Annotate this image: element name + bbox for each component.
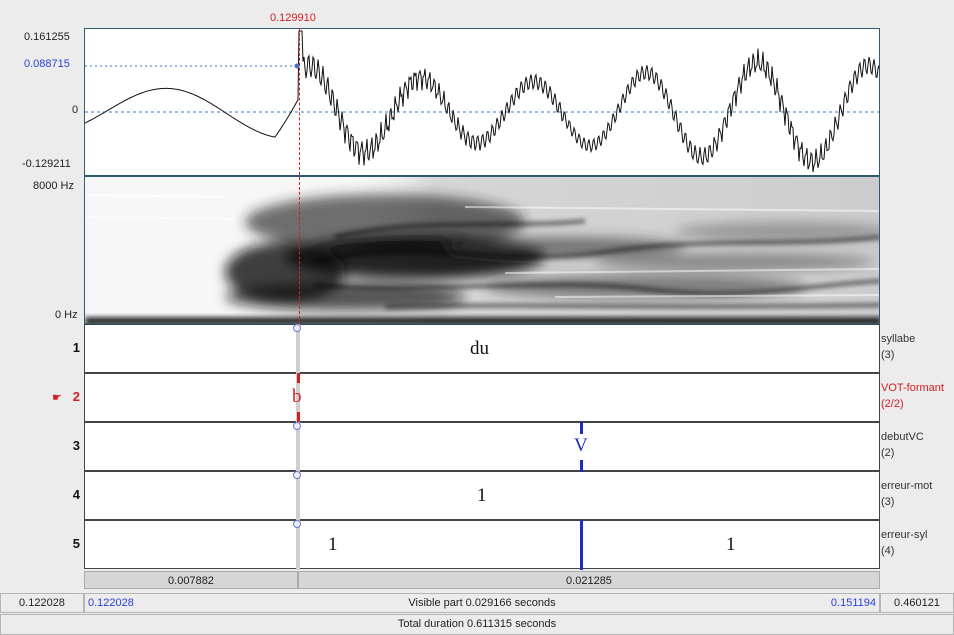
cursor-tier-boundary[interactable] bbox=[296, 324, 300, 570]
tier-1-number: 1 bbox=[72, 340, 80, 355]
tier-2[interactable] bbox=[84, 373, 880, 422]
cursor-time-label: 0.129910 bbox=[270, 12, 316, 24]
tier-4-number: 4 bbox=[72, 487, 80, 502]
tier-3-point-top[interactable] bbox=[580, 422, 583, 434]
segment-left-duration[interactable]: 0.007882 bbox=[84, 571, 298, 589]
tier-5-interval-left-text[interactable]: 1 bbox=[328, 534, 338, 555]
tier-2-name: VOT-formant (2/2) bbox=[881, 382, 944, 410]
waveform-max-label: 0.161255 bbox=[24, 31, 70, 43]
tier-4-boundary-handle[interactable] bbox=[293, 471, 301, 479]
spectrogram-image bbox=[85, 177, 879, 323]
waveform-cursor-value-label: 0.088715 bbox=[24, 58, 70, 70]
visible-part-label: Visible part 0.029166 seconds bbox=[408, 597, 556, 609]
tier-1[interactable] bbox=[84, 324, 880, 373]
spectrogram-top-label: 8000 Hz bbox=[33, 180, 74, 192]
spectrogram-bottom-label: 0 Hz bbox=[55, 309, 78, 321]
tier-3-name: debutVC (2) bbox=[881, 431, 924, 459]
cursor-value-marker bbox=[294, 63, 300, 69]
tier-1-interval-text[interactable]: du bbox=[470, 338, 489, 359]
tier-1-name: syllabe (3) bbox=[881, 333, 916, 361]
waveform-trace bbox=[85, 30, 879, 173]
waveform-panel[interactable] bbox=[84, 28, 880, 176]
tier-2-point-text[interactable]: b bbox=[292, 386, 302, 407]
tier-4-name: erreur-mot (3) bbox=[881, 480, 933, 508]
window-end-button[interactable]: 0.460121 bbox=[880, 593, 954, 613]
cursor-line[interactable] bbox=[299, 28, 300, 324]
tier-2-point-top[interactable] bbox=[297, 373, 300, 383]
tier-5-interval-boundary[interactable] bbox=[580, 520, 583, 570]
tier-3[interactable] bbox=[84, 422, 880, 471]
tier-4-interval-text[interactable]: 1 bbox=[477, 485, 487, 506]
tier-5-number: 5 bbox=[72, 536, 80, 551]
spectrogram-panel[interactable] bbox=[84, 176, 880, 324]
tier-3-point-text[interactable]: V bbox=[574, 435, 588, 456]
selected-tier-pointer-icon: ☛ bbox=[52, 392, 62, 404]
tier-3-point-bottom[interactable] bbox=[580, 460, 583, 472]
tier-3-boundary-handle[interactable] bbox=[293, 422, 301, 430]
visible-start-label: 0.122028 bbox=[88, 597, 134, 609]
waveform-min-label: -0.129211 bbox=[22, 158, 71, 170]
visible-end-label: 0.151194 bbox=[830, 597, 876, 609]
tier-1-boundary-handle[interactable] bbox=[293, 324, 301, 332]
waveform-plot bbox=[85, 30, 879, 173]
waveform-zero-label: 0 bbox=[72, 104, 79, 116]
total-duration-bar[interactable]: Total duration 0.611315 seconds bbox=[0, 614, 954, 635]
tier-4[interactable] bbox=[84, 471, 880, 520]
tier-5-interval-right-text[interactable]: 1 bbox=[726, 534, 736, 555]
tier-5-boundary-handle[interactable] bbox=[293, 520, 301, 528]
window-start-button[interactable]: 0.122028 bbox=[0, 593, 84, 613]
visible-part-bar[interactable]: 0.122028 Visible part 0.029166 seconds 0… bbox=[84, 593, 880, 613]
tier-2-point-bottom[interactable] bbox=[297, 412, 300, 422]
segment-right-duration[interactable]: 0.021285 bbox=[298, 571, 880, 589]
tier-2-number: 2 bbox=[72, 389, 80, 404]
tier-5-name: erreur-syl (4) bbox=[881, 529, 928, 557]
tier-3-number: 3 bbox=[72, 438, 80, 453]
tier-5[interactable] bbox=[84, 520, 880, 569]
